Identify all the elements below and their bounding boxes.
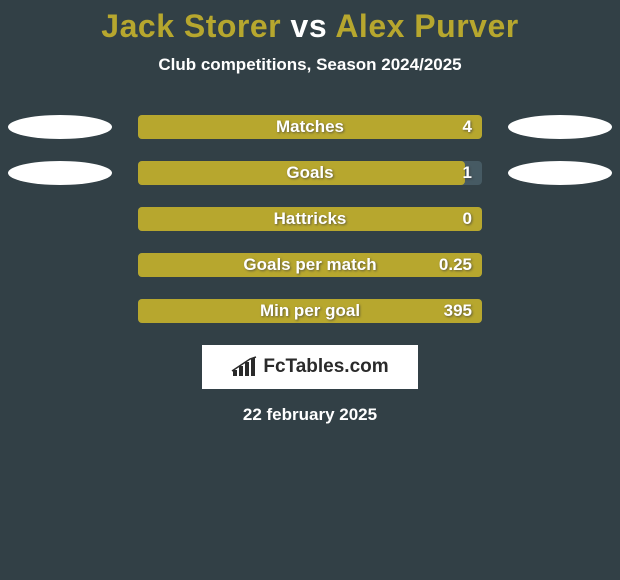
title-vs: vs (281, 8, 335, 44)
logo-inner: FcTables.com (231, 356, 388, 378)
logo-text: FcTables.com (263, 356, 388, 378)
title-player-1: Jack Storer (101, 8, 281, 44)
player-1-ellipse (8, 161, 112, 185)
stat-label: Min per goal (260, 301, 360, 321)
player-2-ellipse (508, 115, 612, 139)
stat-bar: Hattricks 0 (138, 207, 482, 231)
footer-date: 22 february 2025 (0, 405, 620, 425)
title-player-2: Alex Purver (335, 8, 518, 44)
stat-rows: Matches 4 Goals 1 Hattricks 0 Goals per match 0… (0, 115, 620, 323)
stat-value: 4 (463, 117, 472, 137)
stat-bar: Goals 1 (138, 161, 482, 185)
stat-value: 0 (463, 209, 472, 229)
stat-label: Matches (276, 117, 344, 137)
stat-value: 0.25 (439, 255, 472, 275)
comparison-infographic: Jack Storer vs Alex Purver Club competit… (0, 0, 620, 580)
stat-row: Hattricks 0 (0, 207, 620, 231)
subtitle: Club competitions, Season 2024/2025 (0, 45, 620, 75)
bar-chart-icon (231, 356, 257, 378)
stat-label: Hattricks (274, 209, 347, 229)
stat-row: Goals per match 0.25 (0, 253, 620, 277)
stat-bar: Matches 4 (138, 115, 482, 139)
stat-row: Matches 4 (0, 115, 620, 139)
page-title: Jack Storer vs Alex Purver (0, 0, 620, 45)
stat-label: Goals per match (243, 255, 376, 275)
source-logo: FcTables.com (202, 345, 418, 389)
stat-label: Goals (286, 163, 333, 183)
stat-bar: Min per goal 395 (138, 299, 482, 323)
stat-row: Min per goal 395 (0, 299, 620, 323)
stat-value: 395 (444, 301, 472, 321)
player-1-ellipse (8, 115, 112, 139)
stat-row: Goals 1 (0, 161, 620, 185)
stat-bar: Goals per match 0.25 (138, 253, 482, 277)
player-2-ellipse (508, 161, 612, 185)
stat-value: 1 (463, 163, 472, 183)
